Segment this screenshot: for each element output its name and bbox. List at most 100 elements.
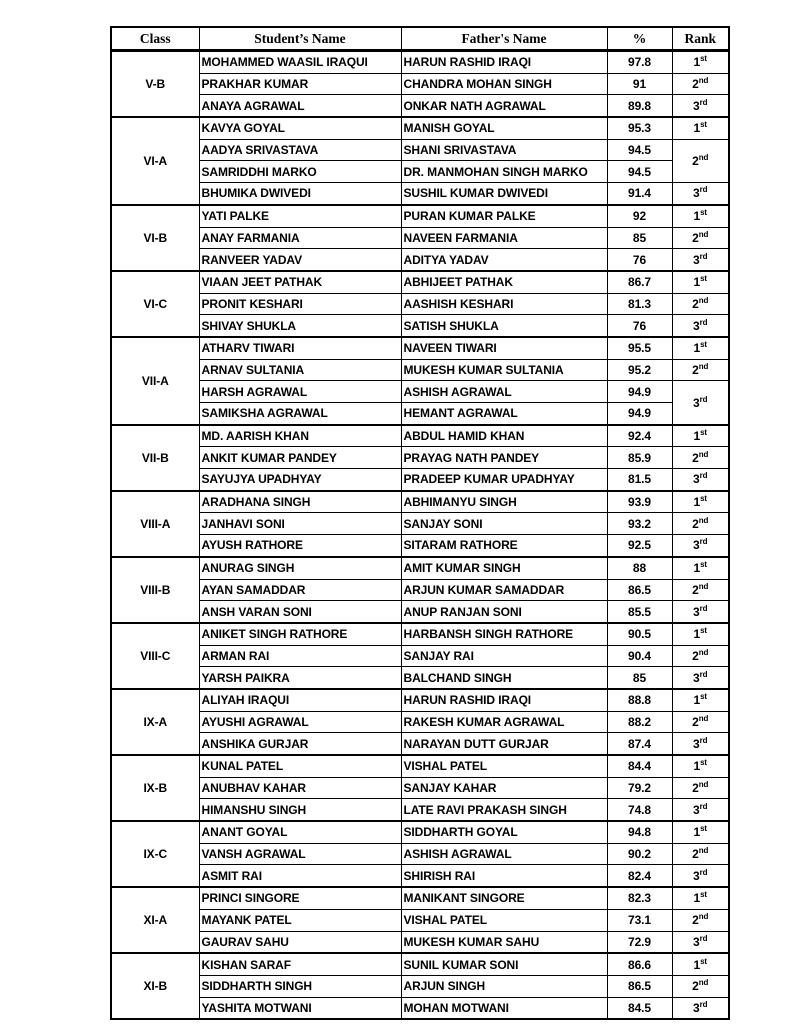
rank-cell: 3rd bbox=[671, 468, 730, 492]
rank-cell: 1st bbox=[671, 687, 730, 712]
father-name-cell: ONKAR NATH AGRAWAL bbox=[400, 94, 608, 118]
student-name-cell: ANAY FARMANIA bbox=[198, 226, 402, 250]
table-row: ASMIT RAI SHIRISH RAI 82.4 3rd bbox=[111, 864, 730, 888]
table-row: SAYUJYA UPADHYAY PRADEEP KUMAR UPADHYAY 81… bbox=[111, 468, 730, 492]
rank-cell: 2nd bbox=[671, 578, 730, 602]
father-name-cell: ABDUL HAMID KHAN bbox=[400, 423, 608, 448]
rank-ordinal-suffix: nd bbox=[698, 780, 709, 790]
rank-ordinal-suffix: rd bbox=[699, 735, 708, 745]
percent-cell: 85.5 bbox=[606, 600, 673, 624]
rank-cell: 1st bbox=[671, 886, 730, 910]
percent-cell: 95.5 bbox=[606, 335, 673, 360]
student-name-cell: KAVYA GOYAL bbox=[198, 116, 402, 140]
rank-ordinal-suffix: rd bbox=[699, 537, 708, 547]
student-name-cell: ANURAG SINGH bbox=[198, 555, 402, 580]
rank-cell: 3rd bbox=[671, 314, 730, 338]
father-name-cell: SANJAY KAHAR bbox=[400, 776, 608, 800]
father-name-cell: VISHAL PATEL bbox=[400, 753, 608, 778]
father-name-cell: HARUN RASHID IRAQI bbox=[400, 687, 608, 712]
table-row: AADYA SRIVASTAVA SHANI SRIVASTAVA 94.5 2nd bbox=[111, 138, 730, 184]
percent-cell: 73.1 bbox=[606, 908, 673, 932]
rank-ordinal-suffix: nd bbox=[698, 647, 709, 657]
percent-cell: 93.2 bbox=[606, 512, 673, 536]
rank-ordinal-suffix: rd bbox=[699, 251, 708, 261]
percent-cell: 95.3 bbox=[606, 116, 673, 140]
table-row: VIII-C ANIKET SINGH RATHORE HARBANSH SINGH… bbox=[110, 621, 730, 690]
percent-cell: 85 bbox=[606, 226, 673, 250]
table-row: SAMRIDDHI MARKO DR. MANMOHAN SINGH MARKO 9… bbox=[111, 160, 729, 184]
rank-ordinal-suffix: rd bbox=[699, 933, 708, 943]
rank-cell: 3rd bbox=[671, 600, 730, 624]
percent-cell: 94.8 bbox=[606, 820, 673, 844]
student-name-cell: ATHARV TIWARI bbox=[198, 335, 402, 360]
student-name-cell: ANAYA AGRAWAL bbox=[198, 94, 402, 118]
table-row: VANSH AGRAWAL ASHISH AGRAWAL 90.2 2nd bbox=[111, 842, 730, 866]
class-cell: VI-C bbox=[110, 269, 200, 338]
student-name-cell: PRONIT KESHARI bbox=[198, 292, 402, 316]
percent-cell: 95.2 bbox=[606, 358, 673, 382]
table-row: PRONIT KESHARI AASHISH KESHARI 81.3 2nd bbox=[111, 292, 730, 316]
father-name-cell: MUKESH KUMAR SAHU bbox=[400, 930, 608, 954]
rank-ordinal-suffix: st bbox=[700, 494, 707, 504]
rank-ordinal-suffix: st bbox=[700, 54, 707, 64]
rank-cell: 3rd bbox=[671, 666, 730, 690]
rank-cell: 2nd bbox=[671, 138, 730, 184]
student-name-cell: RANVEER YADAV bbox=[198, 248, 402, 272]
father-name-cell: NAVEEN FARMANIA bbox=[400, 226, 608, 250]
table-row: VIII-A ARADHANA SINGH ABHIMANYU SINGH 93.9 1… bbox=[110, 489, 730, 558]
rank-ordinal-suffix: nd bbox=[698, 76, 709, 86]
father-name-cell: ASHISH AGRAWAL bbox=[400, 380, 608, 403]
rank-ordinal-suffix: nd bbox=[698, 295, 709, 305]
table-row: V-B MOHAMMED WAASIL IRAQUI HARUN RASHID IR… bbox=[110, 49, 730, 118]
table-row: RANVEER YADAV ADITYA YADAV 76 3rd bbox=[111, 248, 730, 272]
table-row: XI-A PRINCI SINGORE MANIKANT SINGORE 82.3 1s… bbox=[110, 886, 730, 954]
rank-cell: 2nd bbox=[671, 974, 730, 998]
header-student-name: Student’s Name bbox=[198, 26, 402, 52]
table-body: V-B MOHAMMED WAASIL IRAQUI HARUN RASHID IR… bbox=[110, 49, 730, 1020]
student-name-cell: MOHAMMED WAASIL IRAQUI bbox=[198, 49, 402, 74]
student-name-cell: PRINCI SINGORE bbox=[198, 886, 402, 910]
rank-ordinal-suffix: nd bbox=[698, 912, 709, 922]
table-row: XI-B KISHAN SARAF SUNIL KUMAR SONI 86.6 1st bbox=[110, 952, 730, 1020]
table-row: HIMANSHU SINGH LATE RAVI PRAKASH SINGH 74.… bbox=[111, 798, 730, 822]
student-name-cell: YASHITA MOTWANI bbox=[198, 996, 402, 1020]
percent-cell: 85.9 bbox=[606, 446, 673, 470]
rank-ordinal-suffix: rd bbox=[699, 185, 708, 195]
rank-cell: 3rd bbox=[671, 798, 730, 822]
student-name-cell: ARMAN RAI bbox=[198, 644, 402, 668]
rank-cell: 3rd bbox=[671, 94, 730, 118]
father-name-cell: DR. MANMOHAN SINGH MARKO bbox=[400, 160, 608, 184]
rank-cell: 2nd bbox=[671, 512, 730, 536]
rank-ordinal-suffix: rd bbox=[699, 471, 708, 481]
student-name-cell: AYUSH RATHORE bbox=[198, 534, 402, 558]
student-name-cell: ANKIT KUMAR PANDEY bbox=[198, 446, 402, 470]
rank-table: Class Student’s Name Father's Name % Ran… bbox=[110, 26, 730, 1021]
percent-cell: 86.7 bbox=[606, 269, 673, 294]
father-name-cell: AMIT KUMAR SINGH bbox=[400, 555, 608, 580]
rank-cell: 2nd bbox=[671, 908, 730, 932]
percent-cell: 87.4 bbox=[606, 732, 673, 756]
table-row: VI-B YATI PALKE PURAN KUMAR PALKE 92 1st bbox=[110, 203, 730, 272]
rank-ordinal-suffix: st bbox=[700, 758, 707, 768]
student-name-cell: VANSH AGRAWAL bbox=[198, 842, 402, 866]
percent-cell: 91.4 bbox=[606, 182, 673, 206]
percent-cell: 93.9 bbox=[606, 489, 673, 514]
father-name-cell: HARBANSH SINGH RATHORE bbox=[400, 621, 608, 646]
father-name-cell: PRADEEP KUMAR UPADHYAY bbox=[400, 468, 608, 492]
percent-cell: 76 bbox=[606, 314, 673, 338]
rank-ordinal-suffix: rd bbox=[699, 317, 708, 327]
rank-cell: 3rd bbox=[671, 182, 730, 206]
father-name-cell: ABHIMANYU SINGH bbox=[400, 489, 608, 514]
rank-cell: 1st bbox=[671, 753, 730, 778]
student-name-cell: SAYUJYA UPADHYAY bbox=[198, 468, 402, 492]
rank-ordinal-suffix: st bbox=[700, 120, 707, 130]
student-name-cell: KUNAL PATEL bbox=[198, 753, 402, 778]
father-name-cell: MOHAN MOTWANI bbox=[400, 996, 608, 1020]
rank-cell: 3rd bbox=[671, 732, 730, 756]
table-row: SHIVAY SHUKLA SATISH SHUKLA 76 3rd bbox=[111, 314, 730, 338]
student-name-cell: YATI PALKE bbox=[198, 203, 402, 228]
father-name-cell: HEMANT AGRAWAL bbox=[400, 401, 608, 426]
table-row: ANAYA AGRAWAL ONKAR NATH AGRAWAL 89.8 3rd bbox=[111, 94, 730, 118]
percent-cell: 82.3 bbox=[606, 886, 673, 910]
rank-ordinal-suffix: rd bbox=[699, 97, 708, 107]
